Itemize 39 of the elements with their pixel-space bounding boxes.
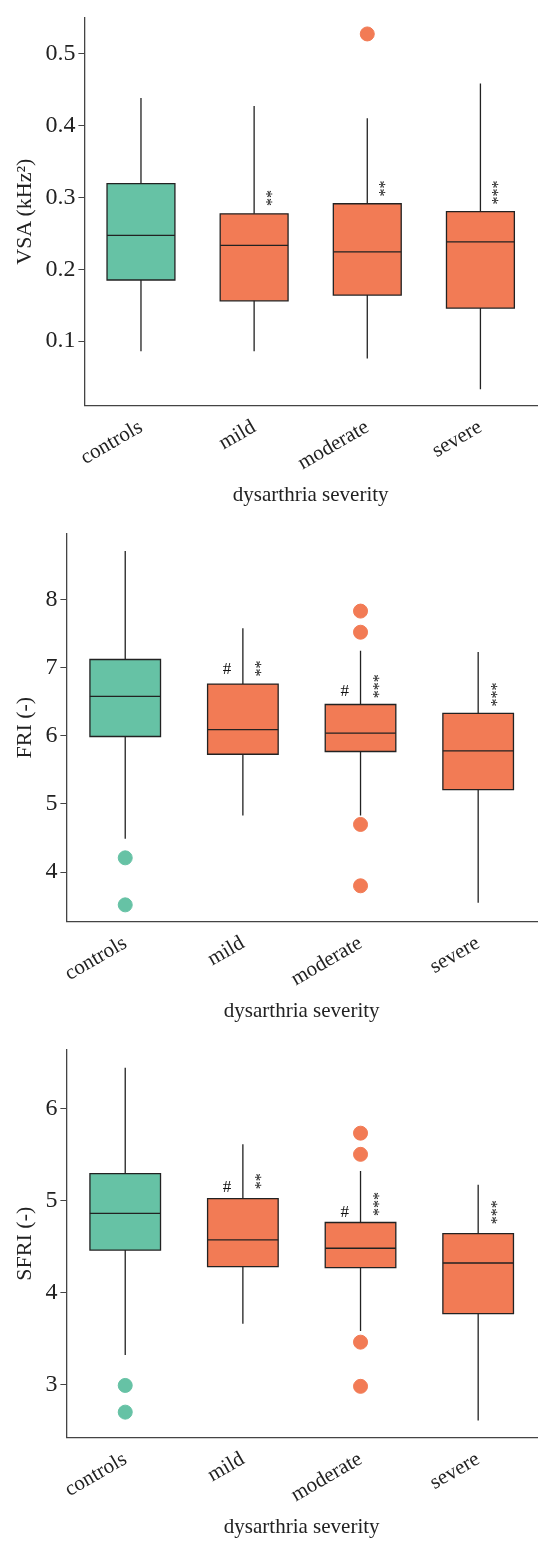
y-tick-label: 3: [45, 1369, 58, 1396]
x-tick-label: severe: [425, 1446, 484, 1494]
annotation: #: [340, 1201, 350, 1221]
annotation: **: [263, 189, 280, 206]
x-tick-label: mild: [202, 929, 249, 971]
y-tick-label: 8: [45, 584, 58, 611]
annotation: **: [252, 660, 270, 677]
annotation: ***: [489, 180, 507, 205]
annotation: ***: [487, 1200, 505, 1225]
annotation: ***: [487, 682, 505, 707]
y-tick-label: 0.2: [45, 254, 76, 281]
annotation: #: [222, 1176, 232, 1196]
y-tick-label: 7: [45, 652, 58, 679]
y-tick-label: 5: [45, 1185, 58, 1212]
y-axis-title: VSA (kHz²): [10, 158, 36, 265]
annotation: #: [222, 658, 232, 678]
x-tick-label: mild: [214, 413, 260, 455]
y-tick-label: 4: [45, 1277, 58, 1304]
y-tick-label: 0.5: [45, 38, 76, 65]
annotation: **: [252, 1173, 270, 1190]
y-axis-title: SFRI (-): [10, 1206, 36, 1281]
x-axis-title: dysarthria severity: [232, 481, 390, 506]
y-tick-label: 0.4: [45, 110, 76, 137]
y-tick-label: 0.1: [45, 326, 76, 353]
y-tick-label: 6: [45, 1093, 58, 1120]
x-axis-title: dysarthria severity: [223, 997, 381, 1022]
y-tick-label: 6: [45, 721, 58, 748]
x-tick-label: severe: [425, 930, 484, 978]
x-axis-title: dysarthria severity: [223, 1513, 381, 1538]
annotation: ***: [370, 1192, 388, 1217]
x-tick-label: mild: [202, 1445, 249, 1487]
annotation: **: [376, 180, 394, 197]
annotation: ***: [370, 674, 388, 699]
y-tick-label: 5: [45, 789, 58, 816]
y-tick-label: 0.3: [45, 182, 76, 209]
x-tick-label: severe: [427, 414, 486, 462]
y-tick-label: 4: [45, 857, 58, 884]
y-axis-title: FRI (-): [10, 696, 36, 759]
annotation: #: [340, 681, 350, 701]
